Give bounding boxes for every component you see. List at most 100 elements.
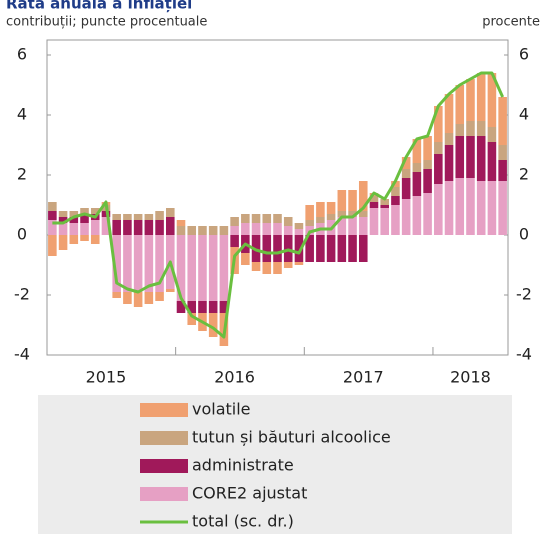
bar-segment: [262, 223, 272, 235]
bar-segment: [369, 202, 379, 208]
bar-segment: [423, 169, 432, 193]
bar-segment: [444, 145, 454, 181]
bar-segment: [187, 301, 197, 313]
bar-segment: [58, 217, 68, 223]
bar-segment: [391, 205, 400, 235]
y-tick-label: -4: [14, 345, 30, 364]
legend-label: administrate: [192, 456, 294, 475]
bar-segment: [90, 235, 100, 244]
bar-segment: [251, 262, 261, 271]
bar-segment: [498, 145, 507, 160]
bar-segment: [498, 181, 507, 235]
bar-segment: [294, 229, 304, 235]
bar-segment: [369, 196, 379, 202]
chart-title: Rata anuală a inflației: [6, 0, 192, 13]
legend-swatch: [140, 487, 188, 501]
bar-segment: [80, 223, 89, 235]
bar-segment: [401, 157, 411, 169]
bar-segment: [358, 217, 368, 235]
bar-segment: [348, 217, 357, 235]
bar-segment: [487, 142, 497, 181]
bar-segment: [294, 223, 304, 229]
bar-segment: [348, 235, 357, 262]
bar-segment: [58, 211, 68, 217]
y2-axis-label: procente: [482, 15, 540, 30]
y-tick-label: 0: [17, 225, 27, 244]
bar-segment: [198, 226, 207, 235]
y2-tick-label: 0: [519, 225, 529, 244]
bar-segment: [498, 97, 507, 145]
bar-segment: [230, 235, 239, 247]
bar-segment: [187, 235, 197, 301]
bar-segment: [423, 136, 432, 160]
bar-segment: [58, 235, 68, 250]
bar-segment: [380, 208, 389, 235]
bar-segment: [155, 235, 164, 292]
bar-segment: [90, 208, 100, 214]
bar-segment: [444, 94, 454, 133]
bar-segment: [337, 211, 347, 217]
bar-segment: [273, 262, 282, 274]
bar-segment: [48, 235, 57, 256]
y-tick-label: 4: [17, 105, 27, 124]
bar-segment: [101, 217, 111, 235]
y2-tick-label: 4: [519, 105, 529, 124]
bar-segment: [283, 226, 293, 235]
bar-segment: [230, 226, 239, 235]
bar-segment: [144, 235, 154, 292]
bar-segment: [391, 196, 400, 205]
bar-segment: [176, 235, 186, 301]
bar-segment: [176, 226, 186, 235]
bar-segment: [487, 73, 497, 127]
bar-segment: [187, 313, 197, 325]
bar-segment: [101, 211, 111, 217]
bar-segment: [283, 262, 293, 268]
bar-segment: [123, 214, 132, 220]
bar-segment: [69, 211, 79, 217]
bar-segment: [262, 262, 272, 274]
bar-segment: [176, 301, 186, 313]
bar-segment: [166, 289, 175, 292]
bar-segment: [487, 181, 497, 235]
bar-segment: [176, 220, 186, 226]
bar-segment: [273, 223, 282, 235]
bar-segment: [444, 133, 454, 145]
bar-segment: [412, 196, 422, 235]
legend-swatch: [140, 459, 188, 473]
bar-segment: [476, 136, 486, 181]
bar-segment: [208, 235, 218, 301]
legend-swatch: [140, 431, 188, 445]
bar-segment: [294, 262, 304, 265]
bar-segment: [316, 217, 325, 223]
bar-segment: [262, 235, 272, 262]
bar-segment: [466, 121, 475, 136]
legend-background: [38, 395, 512, 534]
bar-segment: [69, 235, 79, 244]
bar-segment: [380, 205, 389, 208]
bar-segment: [305, 220, 314, 226]
bar-segment: [69, 223, 79, 235]
bar-segment: [476, 121, 486, 136]
bar-segment: [230, 217, 239, 226]
bar-segment: [455, 178, 465, 235]
bar-segment: [434, 184, 443, 235]
bar-segment: [316, 235, 325, 262]
bar-segment: [348, 190, 357, 211]
line: [52, 71, 505, 339]
y-axis-label: contribuții; puncte procentuale: [6, 15, 207, 30]
bar-segment: [305, 205, 314, 220]
bar-segment: [487, 127, 497, 142]
bar-segment: [241, 214, 250, 223]
bar-segment: [144, 214, 154, 220]
bar-segment: [133, 292, 143, 307]
bar-segment: [144, 292, 154, 304]
bar-segment: [423, 193, 432, 235]
bar-segment: [476, 73, 486, 121]
bar-segment: [58, 223, 68, 235]
bar-segment: [455, 136, 465, 178]
bar-segment: [187, 226, 197, 235]
bar-segment: [294, 235, 304, 262]
y2-tick-label: -4: [516, 345, 532, 364]
legend-swatch: [140, 403, 188, 417]
